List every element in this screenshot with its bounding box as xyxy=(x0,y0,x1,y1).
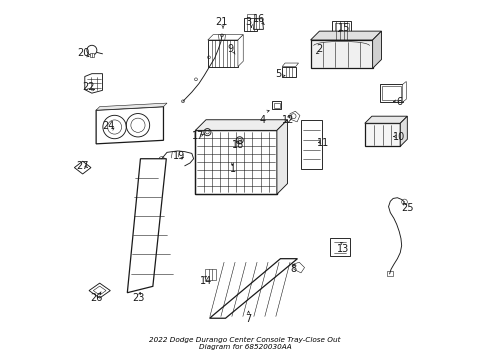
Polygon shape xyxy=(290,111,300,122)
Text: 4: 4 xyxy=(260,115,266,125)
Text: 11: 11 xyxy=(317,138,329,148)
Polygon shape xyxy=(205,269,216,280)
Polygon shape xyxy=(196,120,288,130)
Text: 24: 24 xyxy=(102,121,115,131)
Bar xyxy=(335,23,349,37)
Text: 16: 16 xyxy=(253,14,265,24)
Polygon shape xyxy=(219,35,225,40)
Polygon shape xyxy=(282,63,298,67)
Polygon shape xyxy=(330,238,349,256)
Text: 20: 20 xyxy=(77,48,89,58)
Text: 17: 17 xyxy=(192,131,204,141)
Text: 2022 Dodge Durango Center Console Tray-Close Out
Diagram for 68520030AA: 2022 Dodge Durango Center Console Tray-C… xyxy=(149,337,341,350)
Text: 7: 7 xyxy=(245,314,252,324)
Text: 19: 19 xyxy=(173,151,186,161)
Text: 6: 6 xyxy=(396,97,402,107)
Polygon shape xyxy=(332,21,351,40)
Polygon shape xyxy=(89,283,110,298)
Polygon shape xyxy=(277,120,288,194)
Polygon shape xyxy=(208,40,238,67)
Polygon shape xyxy=(196,130,277,194)
Polygon shape xyxy=(74,161,91,174)
Text: 1: 1 xyxy=(229,165,236,174)
Text: 13: 13 xyxy=(338,244,350,254)
Text: 22: 22 xyxy=(82,82,95,92)
Text: 10: 10 xyxy=(393,132,405,143)
Text: 5: 5 xyxy=(275,69,282,79)
Text: 26: 26 xyxy=(91,293,103,303)
Polygon shape xyxy=(208,35,243,40)
Polygon shape xyxy=(272,101,281,109)
Text: 15: 15 xyxy=(338,23,350,33)
Polygon shape xyxy=(93,286,106,295)
Polygon shape xyxy=(403,81,406,102)
Bar xyxy=(274,103,280,108)
Text: 27: 27 xyxy=(76,161,89,171)
Polygon shape xyxy=(388,271,393,276)
Text: 25: 25 xyxy=(401,203,414,213)
Polygon shape xyxy=(253,19,264,30)
Polygon shape xyxy=(96,103,167,110)
Text: 3: 3 xyxy=(245,17,251,27)
Polygon shape xyxy=(311,40,372,68)
Text: 12: 12 xyxy=(282,116,294,125)
Polygon shape xyxy=(311,31,381,40)
Polygon shape xyxy=(238,35,243,67)
Text: 23: 23 xyxy=(132,293,145,303)
Text: 14: 14 xyxy=(200,276,212,286)
Text: 21: 21 xyxy=(215,17,227,27)
Polygon shape xyxy=(365,116,407,123)
Polygon shape xyxy=(301,120,322,169)
Polygon shape xyxy=(85,74,102,93)
Polygon shape xyxy=(400,116,407,146)
Bar xyxy=(196,130,277,194)
Polygon shape xyxy=(247,14,254,18)
Polygon shape xyxy=(90,53,94,57)
Polygon shape xyxy=(282,67,295,77)
Polygon shape xyxy=(380,84,403,102)
Text: 8: 8 xyxy=(291,264,297,274)
Polygon shape xyxy=(96,107,164,144)
Polygon shape xyxy=(210,259,297,318)
Polygon shape xyxy=(294,262,305,273)
Polygon shape xyxy=(127,159,166,293)
Polygon shape xyxy=(245,18,257,31)
Polygon shape xyxy=(372,31,381,68)
Text: 9: 9 xyxy=(228,44,234,54)
Text: 2: 2 xyxy=(317,44,322,54)
Bar xyxy=(382,86,401,100)
Text: 18: 18 xyxy=(232,140,244,149)
Polygon shape xyxy=(365,123,400,146)
